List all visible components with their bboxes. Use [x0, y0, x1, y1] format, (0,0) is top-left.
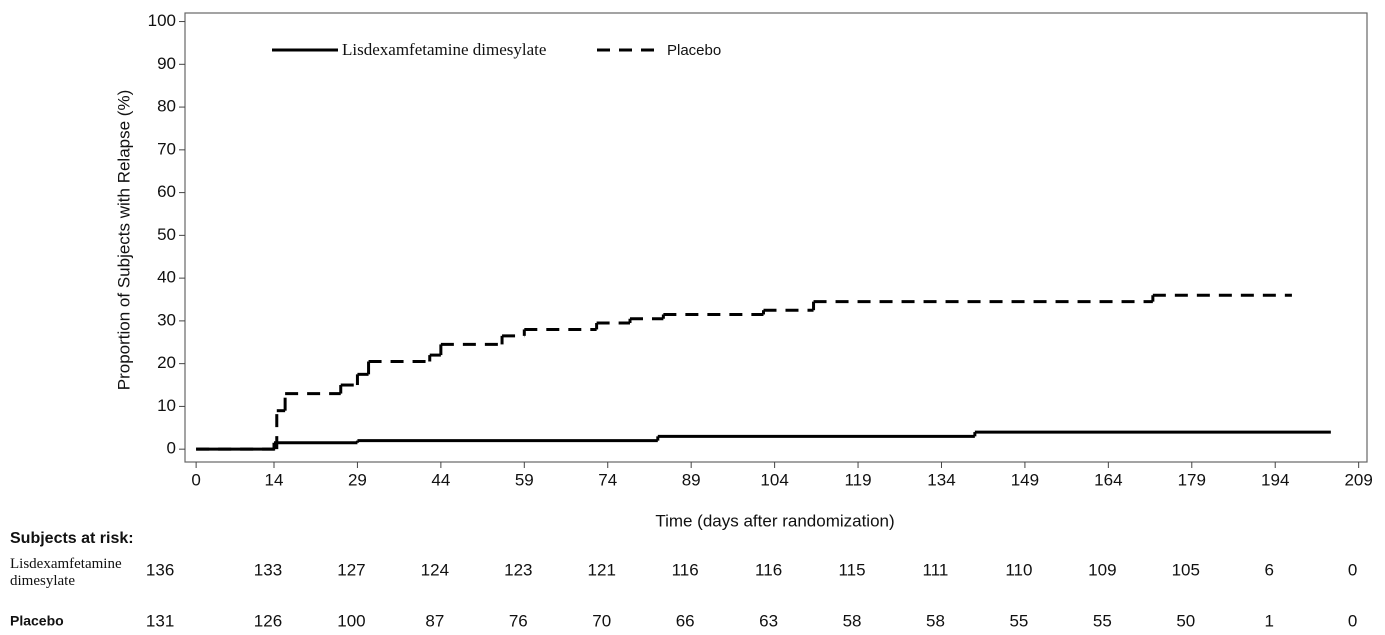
at-risk-count: 126 — [254, 611, 282, 630]
x-tick-label: 164 — [1094, 470, 1122, 489]
at-risk-count: 115 — [838, 560, 865, 579]
at-risk-row-label: Lisdexamfetamine dimesylate — [10, 556, 122, 589]
at-risk-count: 0 — [1348, 611, 1357, 630]
x-tick-label: 0 — [191, 470, 200, 489]
at-risk-count: 109 — [1088, 560, 1116, 579]
y-tick-label: 60 — [157, 182, 176, 201]
at-risk-count: 136 — [146, 560, 174, 579]
legend-label: Placebo — [667, 42, 721, 59]
y-tick-label: 0 — [167, 439, 176, 458]
legend-label: Lisdexamfetamine dimesylate — [342, 40, 546, 59]
at-risk-count: 76 — [509, 611, 528, 630]
at-risk-count: 123 — [504, 560, 532, 579]
at-risk-count: 110 — [1005, 560, 1032, 579]
at-risk-count: 58 — [926, 611, 945, 630]
x-tick-label: 149 — [1011, 470, 1039, 489]
y-tick-label: 30 — [157, 310, 176, 329]
x-tick-label: 44 — [431, 470, 450, 489]
at-risk-count: 127 — [337, 560, 365, 579]
x-tick-label: 209 — [1344, 470, 1372, 489]
at-risk-count: 1 — [1264, 611, 1273, 630]
at-risk-count: 70 — [592, 611, 611, 630]
x-tick-label: 59 — [515, 470, 534, 489]
at-risk-count: 133 — [254, 560, 282, 579]
at-risk-count: 50 — [1176, 611, 1195, 630]
at-risk-count: 124 — [421, 560, 449, 579]
at-risk-count: 0 — [1348, 560, 1357, 579]
y-tick-label: 100 — [148, 11, 176, 30]
y-tick-label: 40 — [157, 268, 176, 287]
y-tick-label: 70 — [157, 139, 176, 158]
plot-frame — [184, 12, 1368, 463]
y-tick-label: 20 — [157, 353, 176, 372]
x-tick-label: 29 — [348, 470, 367, 489]
x-tick-label: 14 — [265, 470, 284, 489]
at-risk-count: 87 — [425, 611, 444, 630]
x-tick-label: 74 — [598, 470, 617, 489]
at-risk-count: 131 — [146, 611, 174, 630]
x-tick-label: 104 — [760, 470, 788, 489]
y-tick-label: 90 — [157, 54, 176, 73]
at-risk-count: 63 — [759, 611, 778, 630]
y-tick-label: 50 — [157, 225, 176, 244]
at-risk-title: Subjects at risk: — [10, 530, 134, 547]
at-risk-count: 55 — [1009, 611, 1028, 630]
at-risk-count: 116 — [672, 560, 699, 579]
at-risk-row-label: Placebo — [10, 613, 64, 629]
x-tick-label: 194 — [1261, 470, 1289, 489]
at-risk-count: 66 — [676, 611, 695, 630]
at-risk-count: 116 — [755, 560, 782, 579]
at-risk-count: 105 — [1172, 560, 1200, 579]
x-tick-label: 179 — [1178, 470, 1206, 489]
x-axis-label: Time (days after randomization) — [655, 511, 894, 530]
at-risk-count: 58 — [843, 611, 862, 630]
y-tick-label: 80 — [157, 97, 176, 116]
at-risk-count: 55 — [1093, 611, 1112, 630]
x-tick-label: 134 — [927, 470, 955, 489]
at-risk-count: 111 — [923, 560, 949, 579]
at-risk-count: 121 — [588, 560, 616, 579]
x-tick-label: 89 — [682, 470, 701, 489]
x-tick-label: 119 — [844, 470, 871, 489]
at-risk-count: 100 — [337, 611, 365, 630]
at-risk-count: 6 — [1264, 560, 1273, 579]
y-tick-label: 10 — [157, 396, 176, 415]
y-axis-label: Proportion of Subjects with Relapse (%) — [114, 90, 133, 390]
